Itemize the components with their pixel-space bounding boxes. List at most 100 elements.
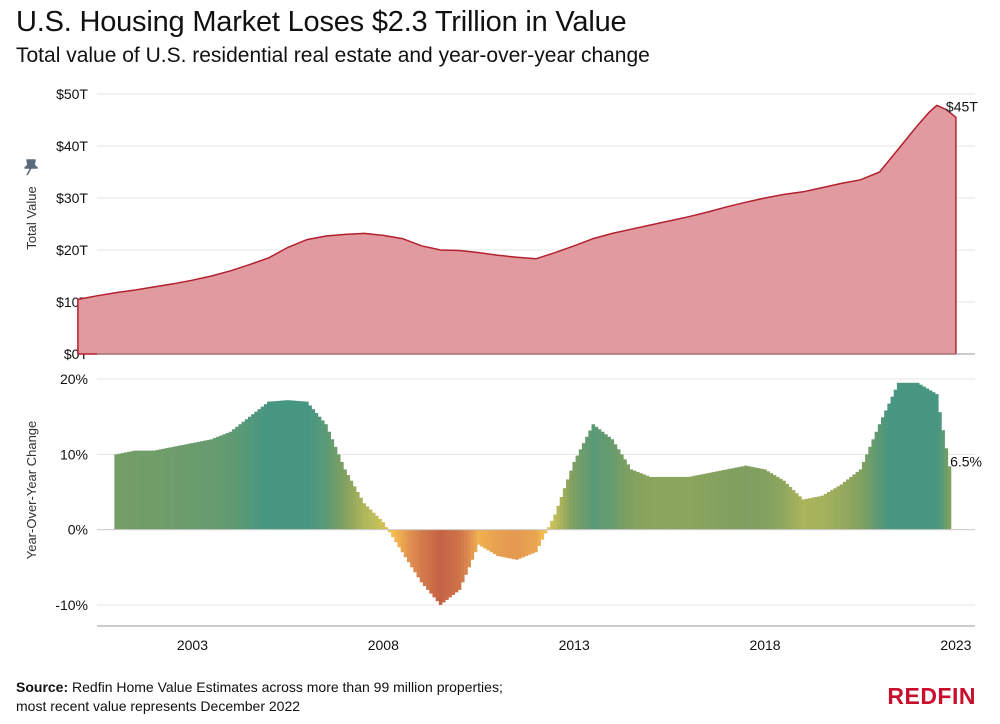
yoy-bar — [868, 446, 872, 530]
yoy-bar — [741, 466, 745, 530]
yoy-bar — [295, 400, 300, 530]
yoy-bar — [187, 443, 191, 530]
total-value-end-label: $45T — [946, 98, 978, 114]
yoy-bar — [648, 476, 653, 530]
yoy-bar — [826, 492, 831, 530]
yoy-bar — [391, 529, 395, 538]
yoy-bar — [378, 518, 382, 530]
yoy-bar — [298, 401, 303, 530]
yoy-bar — [139, 450, 144, 530]
yoy-bar — [546, 527, 551, 530]
yoy-bar — [381, 522, 386, 530]
yoy-bar — [473, 529, 478, 553]
x-tick-label: 2003 — [177, 637, 208, 653]
yoy-bar — [553, 514, 557, 530]
yoy-bar — [279, 400, 284, 530]
yoy-bar — [718, 470, 723, 530]
yoy-bar — [861, 461, 866, 530]
yoy-bar — [362, 503, 366, 530]
yoy-bar — [251, 414, 255, 530]
yoy-bar — [566, 479, 570, 530]
yoy-bar — [193, 442, 198, 530]
yoy-bar — [890, 396, 895, 530]
pin-icon[interactable] — [24, 159, 38, 176]
yoy-bar — [833, 488, 837, 530]
yoy-bar — [149, 450, 153, 530]
yoy-bar — [747, 466, 751, 530]
yoy-bar — [168, 447, 172, 530]
yoy-bar — [225, 433, 230, 530]
yoy-bar — [623, 459, 627, 530]
yoy-bar — [896, 382, 901, 530]
yoy-bar — [763, 469, 767, 530]
yoy-bar — [438, 529, 443, 605]
x-tick-label: 2013 — [559, 637, 590, 653]
yoy-bar — [817, 496, 821, 530]
yoy-bar — [779, 478, 783, 530]
yoy-bar — [480, 529, 484, 547]
yoy-bar — [461, 529, 465, 583]
yoy-bar — [594, 426, 599, 530]
yoy-bar — [575, 455, 580, 530]
yoy-bar — [457, 529, 462, 590]
yoy-bar — [216, 436, 220, 530]
yoy-bar — [445, 529, 449, 600]
yoy-bar — [340, 461, 344, 530]
yoy-bar — [874, 431, 879, 530]
yoy-bar — [130, 451, 134, 530]
yoy-bar — [324, 424, 328, 530]
yoy-bar — [302, 401, 306, 530]
x-axis-ticks: 2003 2008 2013 2018 2023 — [177, 637, 972, 653]
yoy-bar — [317, 416, 322, 530]
yoy-bar — [286, 400, 290, 530]
yoy-bar — [916, 382, 920, 530]
yoy-bar — [842, 481, 847, 530]
yoy-bar — [184, 444, 188, 530]
yoy-bar — [607, 436, 611, 530]
yoy-bar — [772, 475, 777, 530]
top-y-tick-label: $30T — [56, 190, 88, 206]
yoy-bar — [661, 476, 665, 530]
yoy-bar — [922, 386, 926, 530]
source-text: Redfin Home Value Estimates across more … — [72, 679, 503, 695]
yoy-bar — [788, 486, 793, 530]
yoy-bar — [636, 471, 640, 530]
yoy-bar — [527, 529, 532, 555]
yoy-bar — [349, 480, 354, 530]
total-value-area — [77, 104, 957, 355]
yoy-bar — [839, 484, 844, 530]
yoy-bar — [359, 497, 363, 530]
yoy-bar — [709, 472, 713, 530]
yoy-bar — [407, 529, 411, 563]
yoy-bar — [203, 440, 207, 530]
yoy-bar — [690, 476, 694, 530]
yoy-bar — [146, 450, 150, 530]
yoy-bar — [941, 430, 945, 530]
yoy-bar — [515, 529, 519, 560]
yoy-bar — [254, 411, 258, 530]
yoy-bar — [620, 454, 624, 530]
yoy-bar — [632, 470, 637, 530]
yoy-bar — [550, 520, 554, 530]
yoy-bar — [273, 401, 277, 530]
yoy-bar — [785, 483, 790, 530]
yoy-bar — [343, 469, 347, 530]
yoy-bar — [852, 474, 856, 530]
yoy-bar — [492, 529, 497, 555]
yoy-bar — [928, 390, 933, 530]
yoy-bar — [400, 529, 405, 553]
yoy-bar — [585, 436, 589, 530]
yoy-bar — [365, 506, 370, 530]
yoy-bar — [737, 466, 742, 530]
yoy-bar — [117, 453, 122, 530]
yoy-bar — [734, 467, 739, 530]
yoy-bar — [881, 417, 885, 530]
yoy-bar — [486, 529, 491, 551]
yoy-bar — [432, 529, 436, 598]
yoy-bar — [664, 476, 669, 530]
yoy-bar — [470, 529, 475, 560]
yoy-bar — [114, 454, 118, 530]
yoy-bar — [212, 438, 217, 530]
yoy-bar — [871, 439, 875, 530]
yoy-bar — [877, 424, 882, 530]
